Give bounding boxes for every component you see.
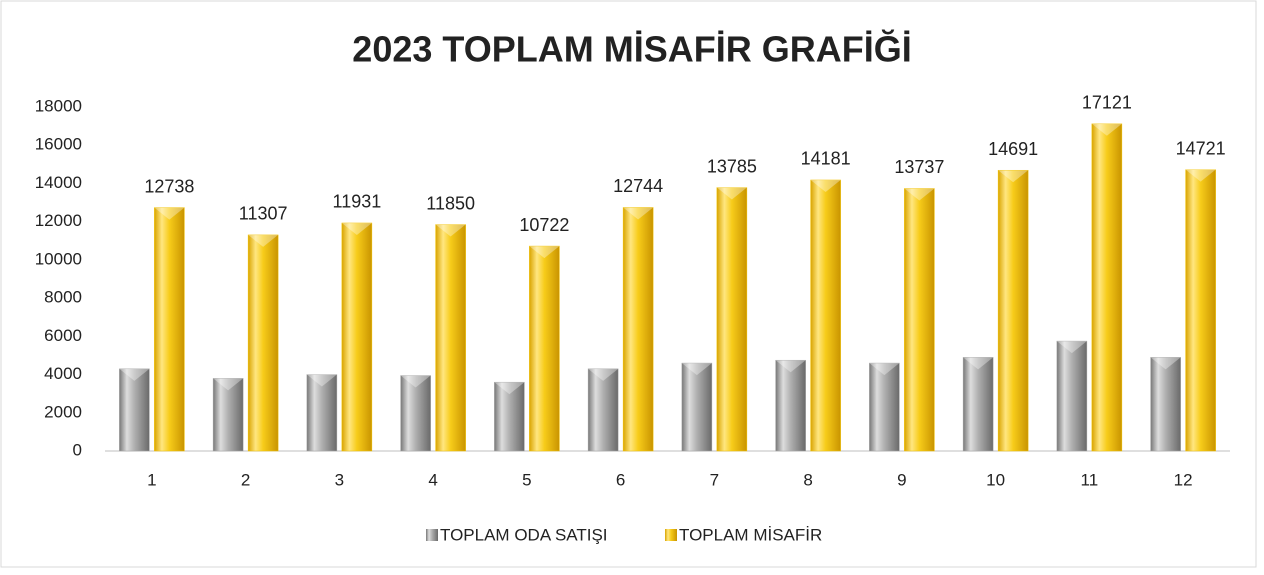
x-tick-label: 7	[710, 470, 719, 489]
bar-bevel	[435, 224, 466, 237]
data-label: 11931	[333, 192, 382, 212]
y-tick-label: 8000	[44, 288, 82, 307]
legend-swatch	[426, 529, 438, 541]
bar	[962, 357, 994, 452]
x-tick-label: 10	[986, 470, 1005, 489]
data-label: 11307	[239, 204, 288, 224]
x-tick-label: 2	[241, 470, 250, 489]
bar-bevel	[213, 378, 244, 391]
bar-bevel	[775, 360, 806, 373]
bar-bevel	[494, 382, 525, 395]
bar-bevel	[1056, 341, 1087, 354]
data-label: 12744	[613, 176, 663, 196]
data-label: 11850	[426, 193, 475, 213]
bar-bevel	[400, 375, 431, 388]
bar	[904, 188, 935, 452]
x-tick-label: 1	[147, 470, 156, 489]
bar	[716, 187, 748, 452]
y-tick-label: 14000	[35, 173, 82, 192]
bar	[1056, 340, 1088, 452]
bar	[341, 222, 373, 452]
x-tick-label: 4	[428, 470, 437, 489]
bar-bevel	[248, 234, 279, 247]
bar-bevel	[963, 357, 994, 370]
bar	[529, 245, 560, 452]
bar	[212, 378, 244, 452]
bar	[154, 207, 185, 452]
bar-bevel	[904, 188, 935, 201]
x-tick-label: 3	[335, 470, 344, 489]
bar	[494, 381, 525, 452]
x-tick-label: 12	[1174, 470, 1193, 489]
data-label: 14181	[801, 149, 851, 169]
bar	[247, 234, 279, 452]
bar	[622, 207, 654, 452]
x-tick-label: 5	[522, 470, 531, 489]
y-tick-label: 12000	[35, 211, 82, 230]
bar	[587, 368, 619, 452]
x-tick-label: 9	[897, 470, 906, 489]
x-tick-label: 8	[803, 470, 812, 489]
y-tick-label: 2000	[44, 402, 82, 421]
bar	[869, 362, 900, 452]
bar-bevel	[1185, 169, 1216, 182]
data-label: 14691	[988, 139, 1038, 159]
x-tick-label: 11	[1081, 470, 1099, 489]
bar-bevel	[119, 368, 150, 381]
bar	[775, 359, 806, 452]
bar-bevel	[1150, 357, 1181, 370]
bar-bevel	[810, 179, 841, 192]
bar-bevel	[1091, 123, 1122, 136]
legend-label: TOPLAM ODA SATIŞI	[440, 525, 608, 544]
data-label: 17121	[1082, 93, 1132, 113]
bar	[681, 362, 713, 452]
data-label: 14721	[1176, 138, 1226, 158]
chart-title: 2023 TOPLAM MİSAFİR GRAFİĞİ	[352, 29, 911, 70]
bar-bevel	[716, 187, 747, 200]
bar-bevel	[306, 374, 337, 387]
data-label: 13737	[894, 157, 944, 177]
bar-bevel	[869, 363, 900, 376]
bar	[119, 368, 150, 452]
data-label: 13785	[707, 156, 757, 176]
legend-swatch	[665, 529, 677, 541]
bar-bevel	[623, 207, 654, 220]
y-tick-label: 0	[73, 440, 82, 459]
bar	[1091, 123, 1123, 452]
bar	[1185, 169, 1216, 452]
bar	[435, 224, 466, 452]
y-tick-label: 18000	[35, 96, 82, 115]
bar	[997, 169, 1029, 452]
legend-label: TOPLAM MİSAFİR	[679, 525, 822, 544]
data-label: 12738	[144, 176, 194, 196]
bar-bevel	[998, 170, 1029, 183]
y-tick-label: 4000	[44, 364, 82, 383]
bar-bevel	[341, 222, 372, 235]
bar-bevel	[681, 363, 712, 376]
data-label: 10722	[519, 215, 569, 235]
bar	[306, 374, 338, 452]
bar	[810, 179, 841, 452]
x-tick-label: 6	[616, 470, 625, 489]
bar-bevel	[154, 207, 185, 220]
bar-bevel	[529, 246, 560, 259]
y-tick-label: 6000	[44, 326, 82, 345]
y-tick-label: 16000	[35, 135, 82, 154]
bar	[1150, 357, 1181, 452]
bar-bevel	[588, 368, 619, 381]
bar	[400, 375, 431, 452]
y-tick-label: 10000	[35, 249, 82, 268]
